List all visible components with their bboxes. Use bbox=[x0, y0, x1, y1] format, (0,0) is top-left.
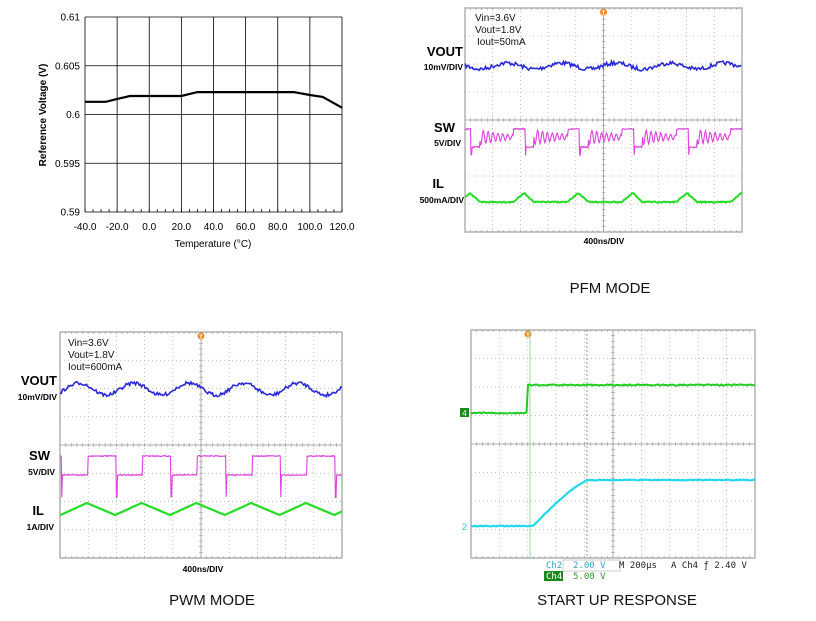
scope-grid: T bbox=[470, 329, 756, 559]
y-tick-label: 0.6 bbox=[66, 110, 80, 121]
vout-label: VOUT bbox=[21, 373, 57, 388]
startup-caption: START UP RESPONSE bbox=[537, 592, 697, 609]
trigger-marker-letter: T bbox=[526, 333, 530, 339]
timebase-readout: M 200µs bbox=[619, 561, 657, 571]
ch2-scale: 2.00 V bbox=[573, 561, 606, 571]
y-axis-label: Reference Voltage (V) bbox=[38, 64, 49, 167]
x-tick-label: 80.0 bbox=[268, 222, 288, 233]
sw-label: SW bbox=[29, 448, 51, 463]
status-bar: Ch2 2.00 V Ch4 5.00 V M 200µs A Ch4 ƒ 2.… bbox=[544, 559, 747, 582]
sw-scale: 5V/DIV bbox=[434, 138, 461, 148]
trigger-marker-icon bbox=[600, 8, 607, 16]
sw-trace bbox=[59, 454, 342, 499]
il-label: IL bbox=[32, 503, 44, 518]
x-axis-label: Temperature (°C) bbox=[175, 239, 252, 250]
pfm-mode-scope: T Vin=3.6V Vout=1.8V Iout=50mA VOUT 10mV… bbox=[420, 7, 743, 297]
trigger-marker-icon bbox=[197, 332, 205, 340]
condition-iout: Iout=50mA bbox=[477, 37, 526, 48]
y-tick-label: 0.595 bbox=[55, 159, 80, 170]
startup-scope: T 4 2 Ch2 2.00 V Ch4 5.00 V M 200µs A Ch… bbox=[460, 329, 756, 609]
trigger-marker-letter: T bbox=[602, 11, 606, 17]
timebase-label: 400ns/DIV bbox=[183, 564, 224, 574]
x-tick-label: 120.0 bbox=[329, 222, 354, 233]
reference-voltage-line bbox=[85, 91, 343, 109]
il-trace bbox=[60, 501, 343, 517]
vout-trace bbox=[464, 59, 742, 72]
pwm-caption: PWM MODE bbox=[169, 592, 255, 609]
trigger-marker-letter: T bbox=[199, 335, 203, 341]
vout-scale: 10mV/DIV bbox=[18, 392, 58, 402]
pwm-mode-scope: T Vin=3.6V Vout=1.8V Iout=600mA VOUT 10m… bbox=[18, 331, 343, 609]
reference-voltage-chart: 0.59 0.595 0.6 0.605 0.61 -40.0 -20.0 0.0 20.0 4… bbox=[38, 13, 355, 251]
condition-vout: Vout=1.8V bbox=[475, 25, 522, 36]
il-scale: 500mA/DIV bbox=[420, 195, 465, 205]
sw-label: SW bbox=[434, 120, 456, 135]
vout-scale: 10mV/DIV bbox=[424, 62, 464, 72]
il-scale: 1A/DIV bbox=[27, 522, 55, 532]
ch2-marker-label: 2 bbox=[462, 522, 467, 532]
ch2-label: Ch2 bbox=[546, 561, 562, 571]
trigger-readout: A Ch4 ƒ 2.40 V bbox=[671, 561, 747, 571]
x-tick-label: 100.0 bbox=[297, 222, 322, 233]
ch2-trace bbox=[470, 478, 755, 528]
y-tick-label: 0.605 bbox=[55, 61, 80, 72]
x-tick-label: 60.0 bbox=[236, 222, 256, 233]
x-tick-labels: -40.0 -20.0 0.0 20.0 40.0 60.0 80.0 100.0 120.0 bbox=[74, 222, 355, 233]
scope-grid: T bbox=[464, 7, 743, 233]
chart-grid bbox=[84, 16, 343, 213]
y-tick-labels: 0.59 0.595 0.6 0.605 0.61 bbox=[55, 13, 80, 219]
sw-scale: 5V/DIV bbox=[28, 467, 55, 477]
scope-grid: T bbox=[59, 331, 343, 559]
y-tick-label: 0.61 bbox=[61, 13, 81, 24]
timebase-label: 400ns/DIV bbox=[584, 236, 625, 246]
ch4-marker-label: 4 bbox=[462, 409, 467, 418]
condition-vout: Vout=1.8V bbox=[68, 350, 115, 361]
il-trace bbox=[464, 191, 743, 204]
ch4-marker bbox=[460, 408, 469, 417]
x-tick-label: 20.0 bbox=[172, 222, 192, 233]
condition-vin: Vin=3.6V bbox=[475, 13, 516, 24]
ch4-label: Ch4 bbox=[546, 572, 562, 582]
condition-iout: Iout=600mA bbox=[68, 362, 123, 373]
x-tick-label: 40.0 bbox=[204, 222, 224, 233]
ch4-scale: 5.00 V bbox=[573, 572, 606, 582]
x-tick-label: -40.0 bbox=[74, 222, 97, 233]
pfm-caption: PFM MODE bbox=[570, 280, 651, 297]
condition-vin: Vin=3.6V bbox=[68, 338, 109, 349]
sw-trace bbox=[464, 127, 743, 157]
vout-trace bbox=[59, 380, 343, 399]
y-tick-label: 0.59 bbox=[61, 208, 81, 219]
il-label: IL bbox=[432, 176, 444, 191]
x-tick-label: -20.0 bbox=[106, 222, 129, 233]
vout-label: VOUT bbox=[427, 44, 463, 59]
x-tick-label: 0.0 bbox=[142, 222, 156, 233]
ch4-trace bbox=[470, 383, 755, 415]
